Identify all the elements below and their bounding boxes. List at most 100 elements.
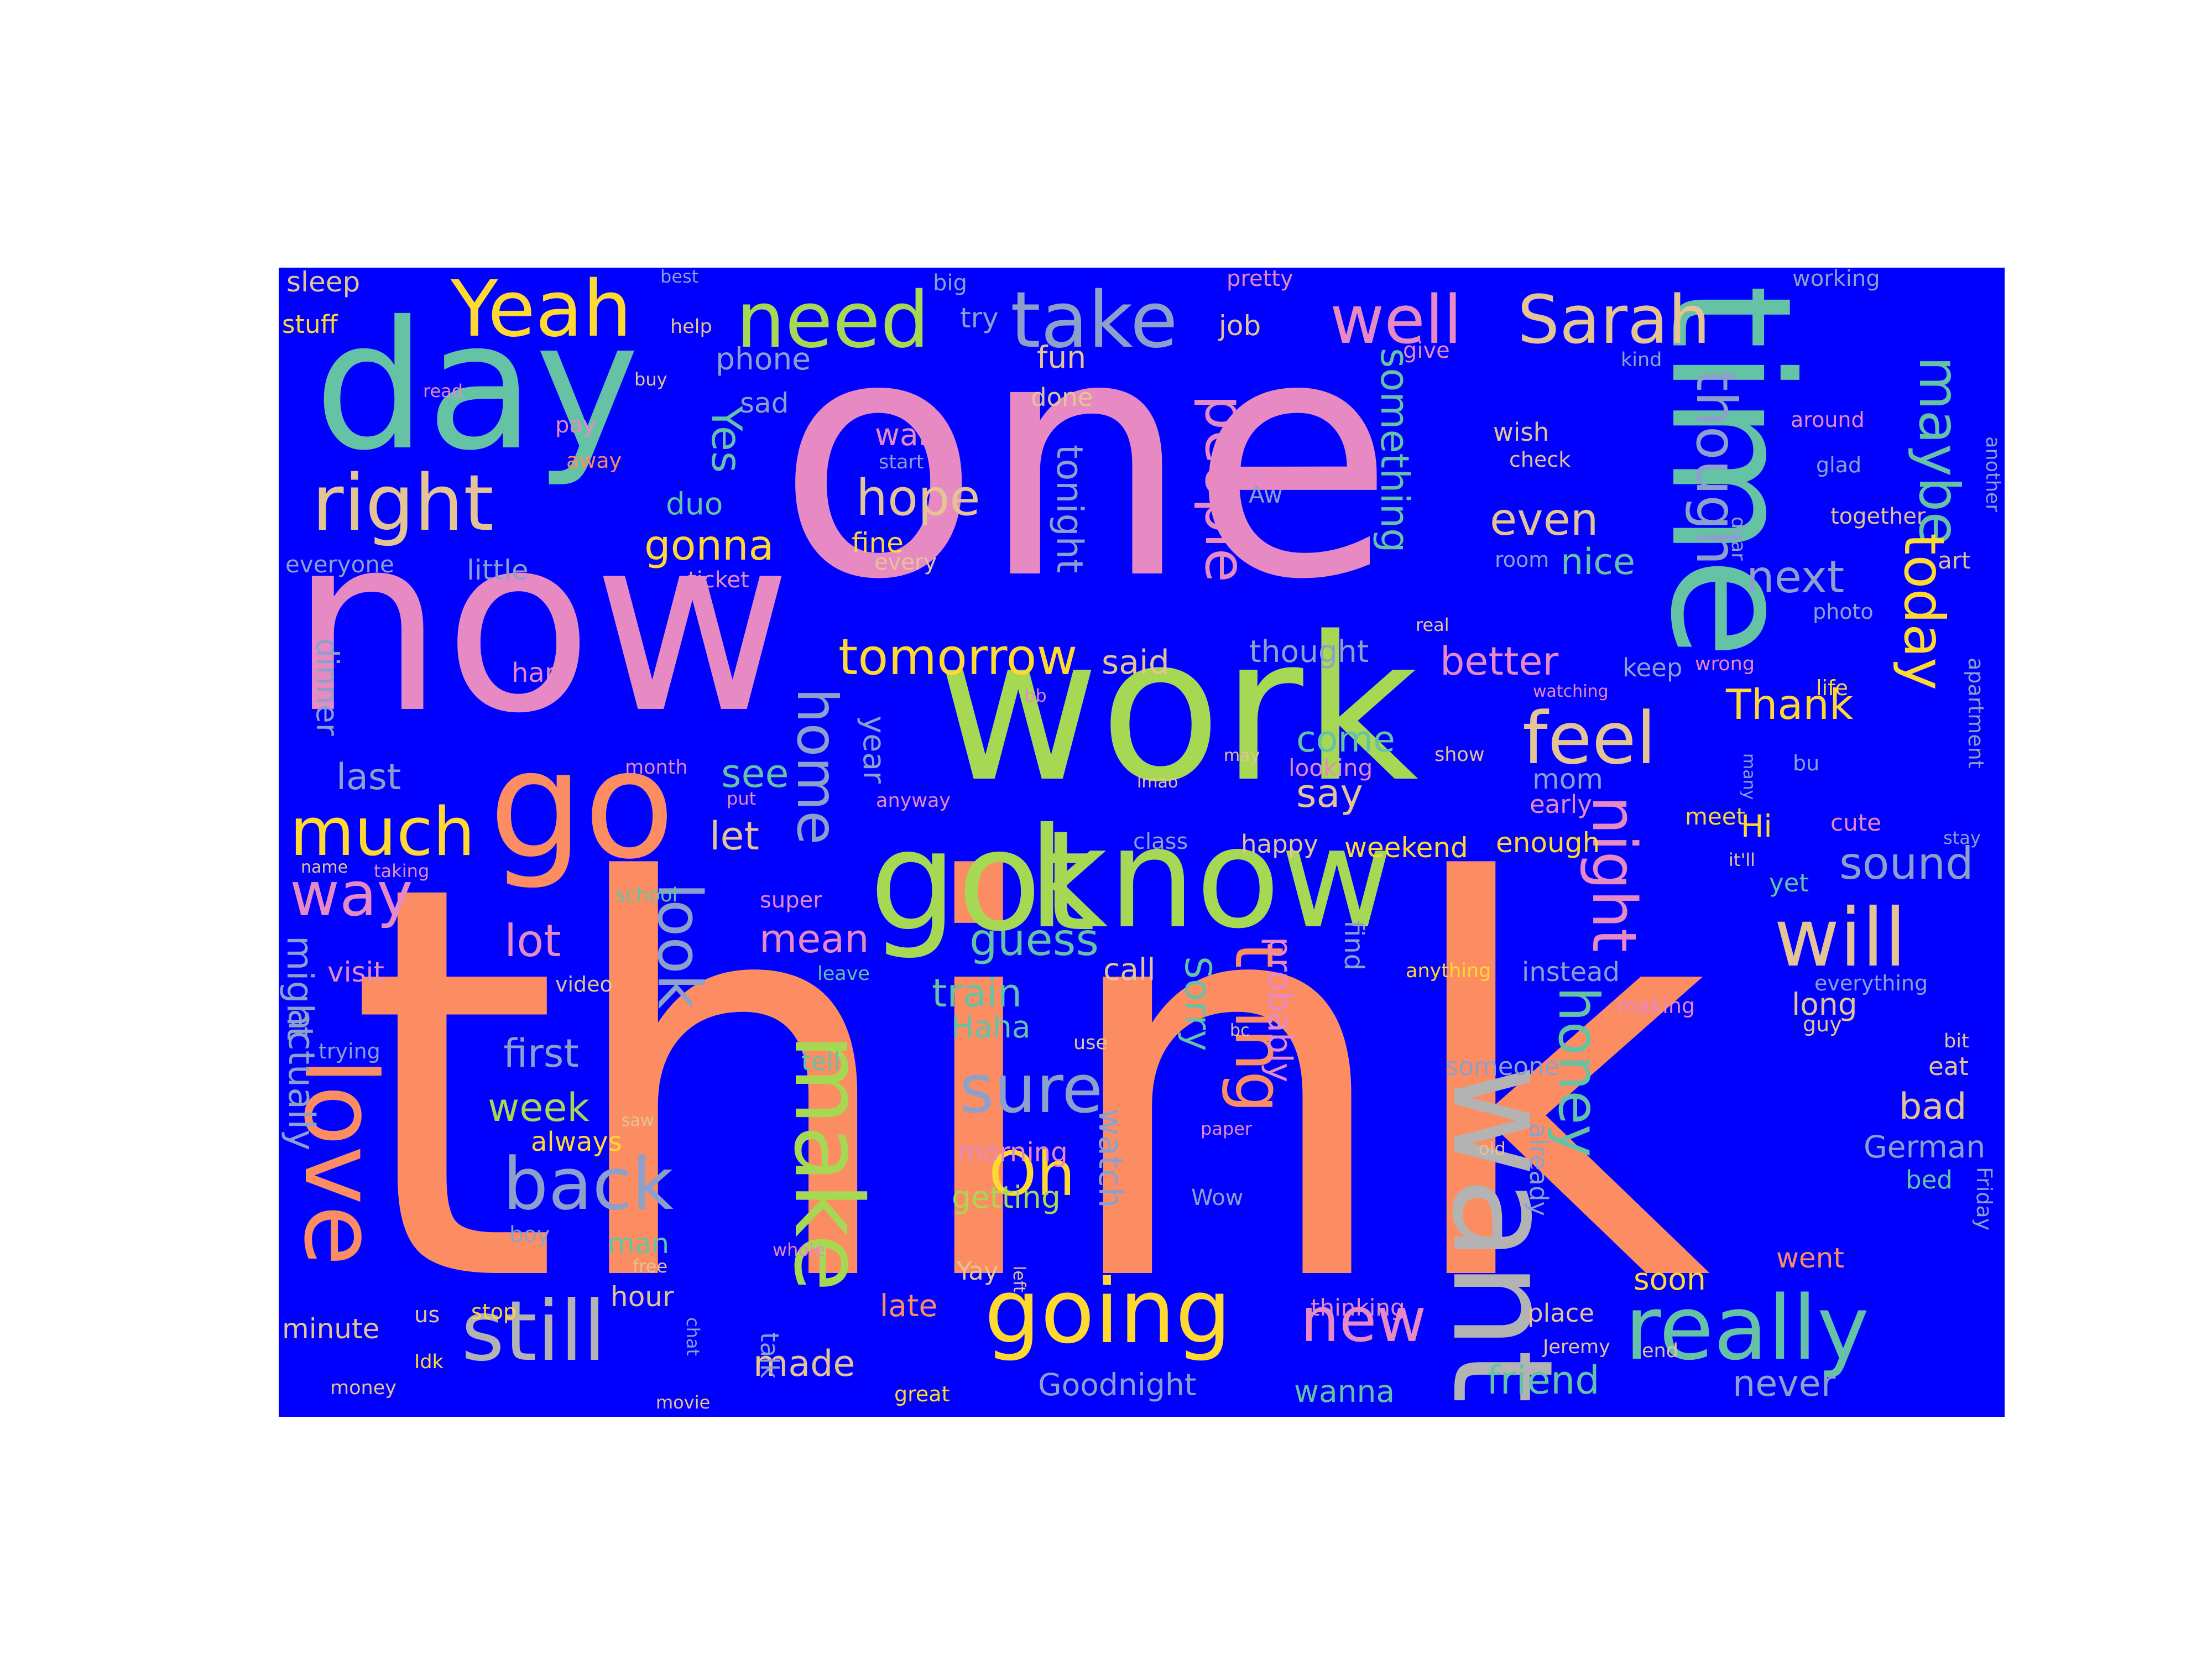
word-yeah: Yeah bbox=[451, 268, 632, 354]
word-looking: looking bbox=[1288, 754, 1373, 781]
word-new: new bbox=[1301, 1285, 1427, 1355]
word-never: never bbox=[1733, 1363, 1836, 1405]
word-said: said bbox=[1102, 643, 1170, 682]
word-done: done bbox=[1031, 383, 1093, 412]
word-might: might bbox=[279, 936, 320, 1041]
word-now: now bbox=[290, 483, 792, 766]
word-sleep: sleep bbox=[286, 268, 361, 298]
word-big: big bbox=[933, 270, 967, 296]
word-last: last bbox=[336, 757, 401, 798]
word-help: help bbox=[670, 316, 712, 338]
word-old: old bbox=[1479, 1138, 1506, 1159]
word-gonna: gonna bbox=[644, 521, 774, 570]
word-buy: buy bbox=[634, 369, 667, 390]
word-pretty: pretty bbox=[1227, 268, 1293, 291]
word-hour: hour bbox=[611, 1281, 674, 1313]
word-left: left bbox=[1009, 1266, 1029, 1293]
word-one: one bbox=[777, 268, 1395, 652]
word-instead: instead bbox=[1522, 957, 1620, 988]
word-cloud: think one now work day time got know go want make l… bbox=[279, 268, 2005, 1417]
word-many: many bbox=[1739, 753, 1759, 800]
word-though: though bbox=[1684, 369, 1749, 566]
word-made: made bbox=[753, 1343, 855, 1385]
word-see: see bbox=[721, 751, 789, 796]
word-phone: phone bbox=[716, 341, 811, 377]
word-long: long bbox=[1792, 987, 1858, 1022]
word-know: know bbox=[1028, 798, 1394, 959]
word-boy: boy bbox=[509, 1222, 550, 1248]
word-yay: Yay bbox=[957, 1256, 999, 1286]
word-already: already bbox=[1524, 1123, 1553, 1217]
word-talk: talk bbox=[755, 1332, 784, 1379]
word-guess: guess bbox=[969, 914, 1099, 966]
word-way: way bbox=[290, 859, 413, 930]
word-call: call bbox=[1103, 952, 1156, 987]
word-man: man bbox=[608, 1228, 670, 1260]
word-working: working bbox=[1792, 268, 1880, 291]
word-great: great bbox=[894, 1382, 950, 1406]
word-mom: mom bbox=[1532, 763, 1604, 795]
word-watching: watching bbox=[1533, 682, 1609, 701]
word-back: back bbox=[503, 1142, 674, 1226]
word-haha: Haha bbox=[951, 1009, 1031, 1045]
word-eat: eat bbox=[1928, 1052, 1969, 1081]
word-happy: happy bbox=[1241, 830, 1318, 859]
word-bit: bit bbox=[1944, 1030, 1969, 1052]
word-it-ll: it'll bbox=[1729, 849, 1756, 870]
word-went: went bbox=[1776, 1242, 1844, 1274]
word-jeremy: Jeremy bbox=[1543, 1336, 1610, 1358]
word-super: super bbox=[760, 888, 822, 913]
word-really: really bbox=[1625, 1276, 1870, 1380]
word-lmao: lmao bbox=[1137, 773, 1178, 792]
word-kind: kind bbox=[1621, 349, 1662, 371]
word-apartment: apartment bbox=[1964, 658, 1988, 769]
word-goodnight: Goodnight bbox=[1038, 1367, 1197, 1402]
word-place: place bbox=[1527, 1298, 1595, 1328]
word-meet: meet bbox=[1685, 803, 1746, 830]
word-watch: watch bbox=[1091, 1108, 1130, 1208]
word-let: let bbox=[709, 813, 759, 859]
word-take: take bbox=[1010, 275, 1178, 366]
word-still: still bbox=[461, 1284, 606, 1380]
word-even: even bbox=[1490, 494, 1599, 545]
word-making: making bbox=[1617, 994, 1695, 1018]
word-tonight: tonight bbox=[1048, 445, 1090, 573]
word-people: people bbox=[1193, 395, 1258, 582]
word-come: come bbox=[1296, 719, 1395, 760]
word-aw: Aw bbox=[1249, 481, 1283, 508]
word-say: say bbox=[1296, 771, 1363, 816]
word-sound: sound bbox=[1839, 838, 1974, 889]
word-thing: thing bbox=[1220, 942, 1297, 1113]
word-something: something bbox=[1372, 348, 1417, 553]
word-read: read bbox=[423, 380, 463, 401]
word-look: look bbox=[644, 883, 715, 1009]
word-bed: bed bbox=[1906, 1165, 1953, 1194]
word-got: got bbox=[869, 801, 1096, 962]
word-friday: Friday bbox=[1972, 1167, 1996, 1231]
word-wow: Wow bbox=[1191, 1185, 1244, 1211]
word-everyone: everyone bbox=[285, 551, 394, 578]
word-start: start bbox=[879, 451, 924, 473]
word-bad: bad bbox=[1899, 1086, 1967, 1128]
word-friend: friend bbox=[1486, 1358, 1600, 1403]
word-someone: someone bbox=[1446, 1052, 1560, 1081]
word-trying: trying bbox=[319, 1039, 380, 1063]
word-wrong: wrong bbox=[1695, 653, 1755, 675]
word-year: year bbox=[857, 716, 892, 784]
word-chat: chat bbox=[682, 1317, 703, 1357]
word-day: day bbox=[314, 284, 640, 489]
word-train: train bbox=[932, 971, 1022, 1016]
word-hope: hope bbox=[856, 469, 980, 527]
word-week: week bbox=[488, 1085, 589, 1130]
word-feel: feel bbox=[1522, 696, 1656, 780]
word-ticket: ticket bbox=[688, 567, 749, 593]
word-visit: visit bbox=[327, 956, 385, 988]
word-pay: pay bbox=[555, 413, 596, 438]
word-want: want bbox=[1422, 1064, 1583, 1404]
word-taking: taking bbox=[374, 860, 430, 881]
word-may: may bbox=[1224, 746, 1260, 765]
word-home: home bbox=[785, 688, 849, 845]
word-better: better bbox=[1440, 639, 1559, 684]
word-use: use bbox=[1073, 1032, 1108, 1054]
word-another: another bbox=[1981, 436, 2004, 512]
